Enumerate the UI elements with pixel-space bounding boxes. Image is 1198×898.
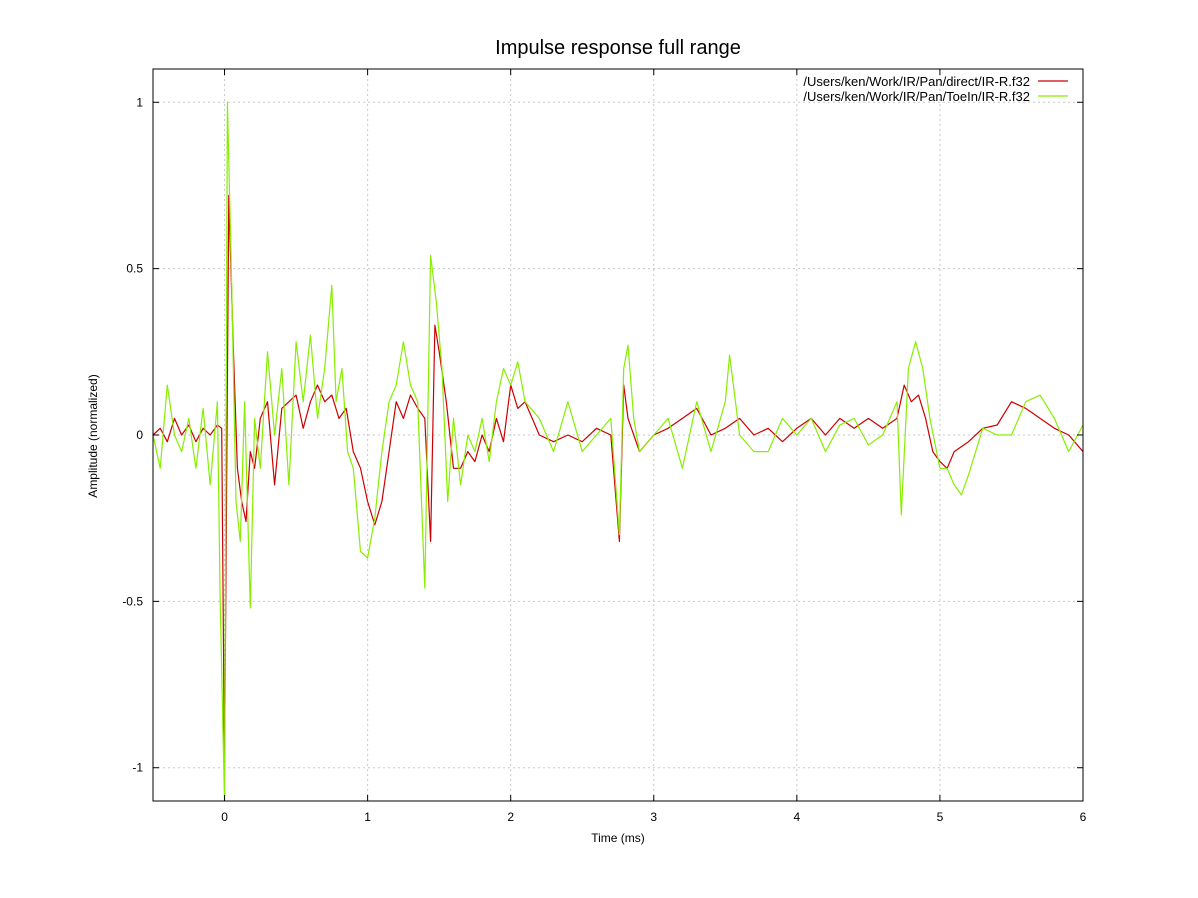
grid-layer	[153, 69, 1084, 801]
legend: /Users/ken/Work/IR/Pan/direct/IR-R.f32/U…	[803, 74, 1068, 104]
x-tick-label: 4	[794, 810, 801, 824]
x-tick-label: 5	[937, 810, 944, 824]
x-tick-label: 0	[221, 810, 228, 824]
series-line-1	[153, 194, 1083, 769]
y-axis-label: Amplitude (normalized)	[86, 374, 100, 497]
y-tick-label: -1	[132, 761, 143, 775]
chart-title: Impulse response full range	[495, 37, 741, 59]
series-layer	[153, 101, 1083, 801]
x-tick-label: 2	[507, 810, 514, 824]
y-tick-label: 0.5	[126, 262, 143, 276]
legend-label-2: /Users/ken/Work/IR/Pan/ToeIn/IR-R.f32	[803, 89, 1030, 104]
y-tick-label: -0.5	[122, 594, 143, 608]
y-tick-label: 0	[136, 428, 143, 442]
series-line-2	[153, 101, 1083, 801]
x-axis-label: Time (ms)	[591, 831, 645, 845]
y-tick-label: 1	[136, 95, 143, 109]
tick-layer: 0 1 2 3 4 5 6 1 0.5 0 -0.5 -1	[122, 69, 1087, 824]
x-tick-label: 3	[650, 810, 657, 824]
x-tick-label: 6	[1080, 810, 1087, 824]
legend-label-1: /Users/ken/Work/IR/Pan/direct/IR-R.f32	[803, 74, 1030, 89]
x-tick-label: 1	[364, 810, 371, 824]
